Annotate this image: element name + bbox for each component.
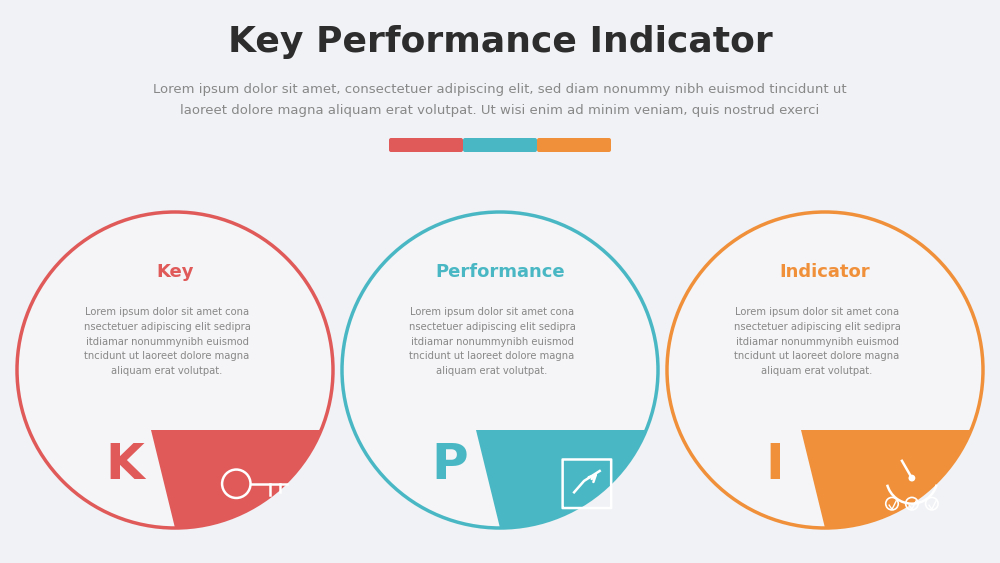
FancyBboxPatch shape xyxy=(463,138,537,152)
Text: Lorem ipsum dolor sit amet, consectetuer adipiscing elit, sed diam nonummy nibh : Lorem ipsum dolor sit amet, consectetuer… xyxy=(153,83,847,117)
Text: Performance: Performance xyxy=(435,263,565,281)
Polygon shape xyxy=(151,430,333,528)
Circle shape xyxy=(342,212,658,528)
Circle shape xyxy=(908,475,915,481)
FancyBboxPatch shape xyxy=(537,138,611,152)
Text: P: P xyxy=(431,441,468,489)
Text: Lorem ipsum dolor sit amet cona
nsectetuer adipiscing elit sedipra
itdiamar nonu: Lorem ipsum dolor sit amet cona nsectetu… xyxy=(409,307,576,376)
Text: Key Performance Indicator: Key Performance Indicator xyxy=(228,25,772,59)
Text: Key: Key xyxy=(156,263,194,281)
Circle shape xyxy=(667,212,983,528)
Circle shape xyxy=(17,212,333,528)
Text: I: I xyxy=(765,441,784,489)
Text: Lorem ipsum dolor sit amet cona
nsectetuer adipiscing elit sedipra
itdiamar nonu: Lorem ipsum dolor sit amet cona nsectetu… xyxy=(734,307,901,376)
Text: K: K xyxy=(105,441,144,489)
Polygon shape xyxy=(801,430,983,528)
Text: Lorem ipsum dolor sit amet cona
nsectetuer adipiscing elit sedipra
itdiamar nonu: Lorem ipsum dolor sit amet cona nsectetu… xyxy=(84,307,251,376)
FancyBboxPatch shape xyxy=(389,138,463,152)
Polygon shape xyxy=(476,430,658,528)
Text: Indicator: Indicator xyxy=(780,263,870,281)
